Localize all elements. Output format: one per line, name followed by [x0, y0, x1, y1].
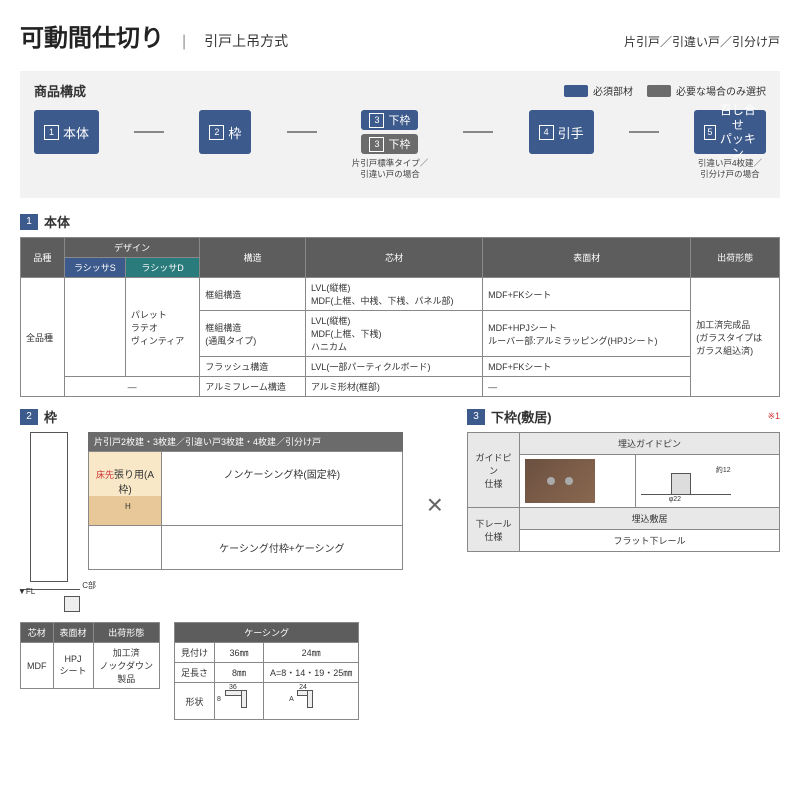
- guide-pin-diagram: φ22 約12: [641, 459, 731, 503]
- section-title: 本体: [44, 212, 70, 231]
- guide-pin-photo: [525, 459, 595, 503]
- td-design-s: [64, 278, 125, 377]
- td-kind: 全品種: [21, 278, 65, 397]
- main-body-table: 品種 デザイン 構造 芯材 表面材 出荷形態 ラシッサS ラシッサD 全品種 パ…: [20, 237, 780, 397]
- th-surface: 表面材: [483, 238, 691, 278]
- flow-box-1: 1本体: [34, 110, 99, 154]
- section-3-header: 3 下枠(敷居) ※1: [467, 407, 780, 426]
- small-tables-row: 芯材表面材出荷形態 MDF HPJ シート 加工済 ノックダウン 製品 ケーシン…: [20, 622, 780, 720]
- flow-note-5: 引違い戸4枚建／ 引分け戸の場合: [698, 158, 762, 180]
- flow-diagram: 1本体 2枠 3下枠 3下枠 片引戸標準タイプ／ 引違い戸の場合 4引手 5召し…: [34, 110, 766, 180]
- flow-connector: [629, 131, 659, 133]
- flow-box-5: 5召し合せ パッキン: [694, 110, 766, 154]
- casing-shape-2: 24 A: [293, 686, 329, 714]
- frame-table: 片引戸2枚建・3枚建／引違い戸3枚建・4枚建／引分け戸 床先張り用(A枠) C部…: [88, 432, 403, 570]
- section-1-header: 1 本体: [20, 212, 780, 231]
- flow-box-3b: 3下枠: [361, 134, 418, 154]
- legend: 必須部材 必要な場合のみ選択: [564, 83, 766, 98]
- section-num: 1: [20, 214, 38, 230]
- material-table: 芯材表面材出荷形態 MDF HPJ シート 加工済 ノックダウン 製品: [20, 622, 160, 689]
- composition-title: 商品構成: [34, 81, 86, 100]
- frame-tbl-head: 片引戸2枚建・3枚建／引違い戸3枚建・4枚建／引分け戸: [88, 432, 403, 451]
- flow-box-3a: 3下枠: [361, 110, 418, 130]
- page-header: 可動間仕切り | 引戸上吊方式 片引戸／引違い戸／引分け戸: [0, 0, 800, 61]
- header-left: 可動間仕切り | 引戸上吊方式: [20, 18, 288, 53]
- th-lasissa-d: ラシッサD: [125, 258, 199, 278]
- th-kind: 品種: [21, 238, 65, 278]
- composition-header: 商品構成 必須部材 必要な場合のみ選択: [34, 81, 766, 100]
- th-core: 芯材: [306, 238, 483, 278]
- flow-box-4: 4引手: [529, 110, 594, 154]
- multiply-icon: ×: [427, 489, 443, 521]
- sill-table: ガイドピン 仕様 埋込ガイドピン φ22 約12 下レール 仕様 埋込敷居 フラ…: [467, 432, 780, 552]
- composition-panel: 商品構成 必須部材 必要な場合のみ選択 1本体 2枠 3下枠 3下枠 片引戸標準…: [20, 71, 780, 198]
- legend-required: 必須部材: [564, 83, 633, 98]
- th-design: デザイン: [64, 238, 199, 258]
- casing-shape-1: 36 8: [221, 686, 257, 714]
- th-lasissa-s: ラシッサS: [64, 258, 125, 278]
- page-subtitle: 引戸上吊方式: [204, 31, 288, 51]
- flow-connector: [134, 131, 164, 133]
- header-right: 片引戸／引違い戸／引分け戸: [624, 33, 780, 50]
- flow-connector: [463, 131, 493, 133]
- swatch-gray: [647, 85, 671, 97]
- td-design-d: パレット ラテオ ヴィンティア: [125, 278, 199, 377]
- page-title: 可動間仕切り: [20, 18, 164, 53]
- title-divider: |: [182, 33, 186, 51]
- section-2-header: 2 枠: [20, 407, 403, 426]
- door-elevation: ▼FL C部: [20, 432, 80, 612]
- flow-note-3: 片引戸標準タイプ／ 引違い戸の場合: [352, 158, 429, 180]
- casing-table: ケーシング 見付け36㎜24㎜ 足長さ8㎜A=8・14・19・25㎜ 形状 36…: [174, 622, 359, 720]
- flow-box-2: 2枠: [199, 110, 251, 154]
- flow-stack-3: 3下枠 3下枠: [361, 110, 418, 154]
- frame-diagram-area: ▼FL C部 片引戸2枚建・3枚建／引違い戸3枚建・4枚建／引分け戸 床先張り用…: [20, 432, 403, 612]
- th-ship: 出荷形態: [691, 238, 780, 278]
- flow-connector: [287, 131, 317, 133]
- th-struct: 構造: [200, 238, 306, 278]
- frame-left-cell: 床先張り用(A枠) C部 H: [89, 452, 161, 525]
- swatch-blue: [564, 85, 588, 97]
- legend-optional: 必要な場合のみ選択: [647, 83, 766, 98]
